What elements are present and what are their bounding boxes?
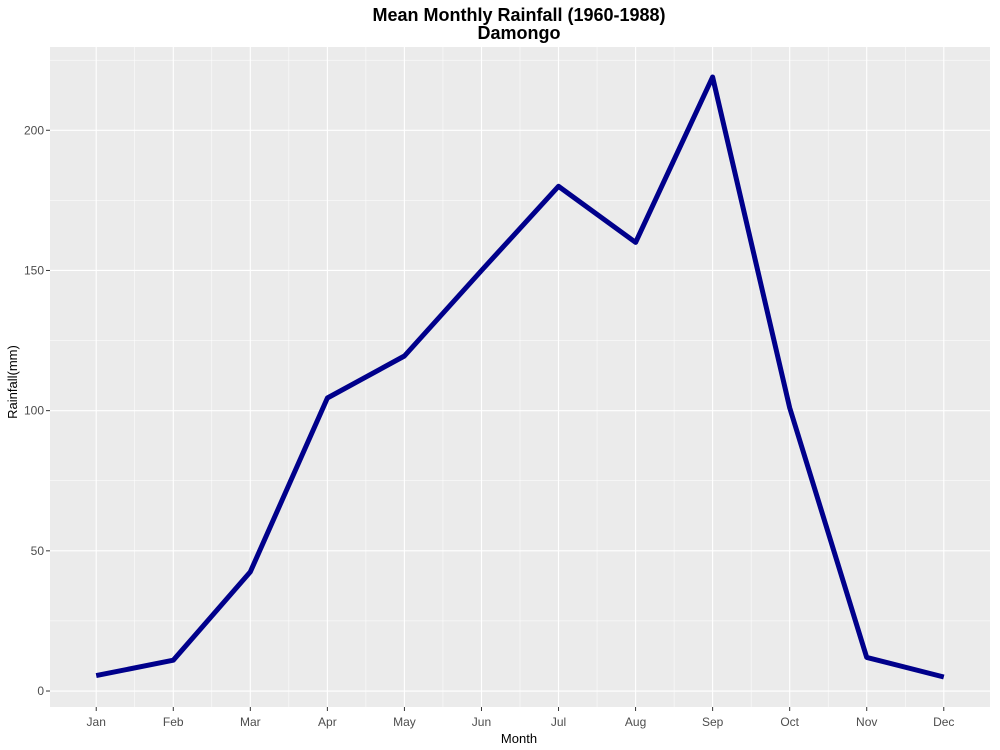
x-tick-label: Dec [933,715,954,729]
chart-title: Mean Monthly Rainfall (1960-1988) [372,5,665,25]
x-tick-label: Jun [472,715,491,729]
x-tick-label: Oct [780,715,799,729]
x-tick-label: Aug [625,715,646,729]
x-tick-label: Jul [551,715,566,729]
axes: 0 50 100 150 200 Jan Feb Mar Apr May Jun Jul Aug Sep O… [24,123,954,729]
x-tick-label: May [393,715,416,729]
y-tick-label: 200 [24,123,44,137]
x-tick-label: Apr [318,715,337,729]
x-axis-title: Month [501,731,537,746]
y-tick-label: 150 [24,263,44,277]
series-line [95,74,945,680]
x-tick-label: Sep [702,715,724,729]
x-tick-label: Feb [163,715,184,729]
y-tick-label: 0 [37,684,44,698]
x-tick-label: Nov [856,715,877,729]
y-tick-label: 50 [31,544,45,558]
series-layer [95,74,945,680]
grid [50,47,990,707]
y-tick-label: 100 [24,404,44,418]
chart-subtitle: Damongo [478,23,561,43]
x-tick-label: Mar [240,715,261,729]
x-tick-label: Jan [87,715,106,729]
y-axis-title: Rainfall(mm) [5,345,20,419]
